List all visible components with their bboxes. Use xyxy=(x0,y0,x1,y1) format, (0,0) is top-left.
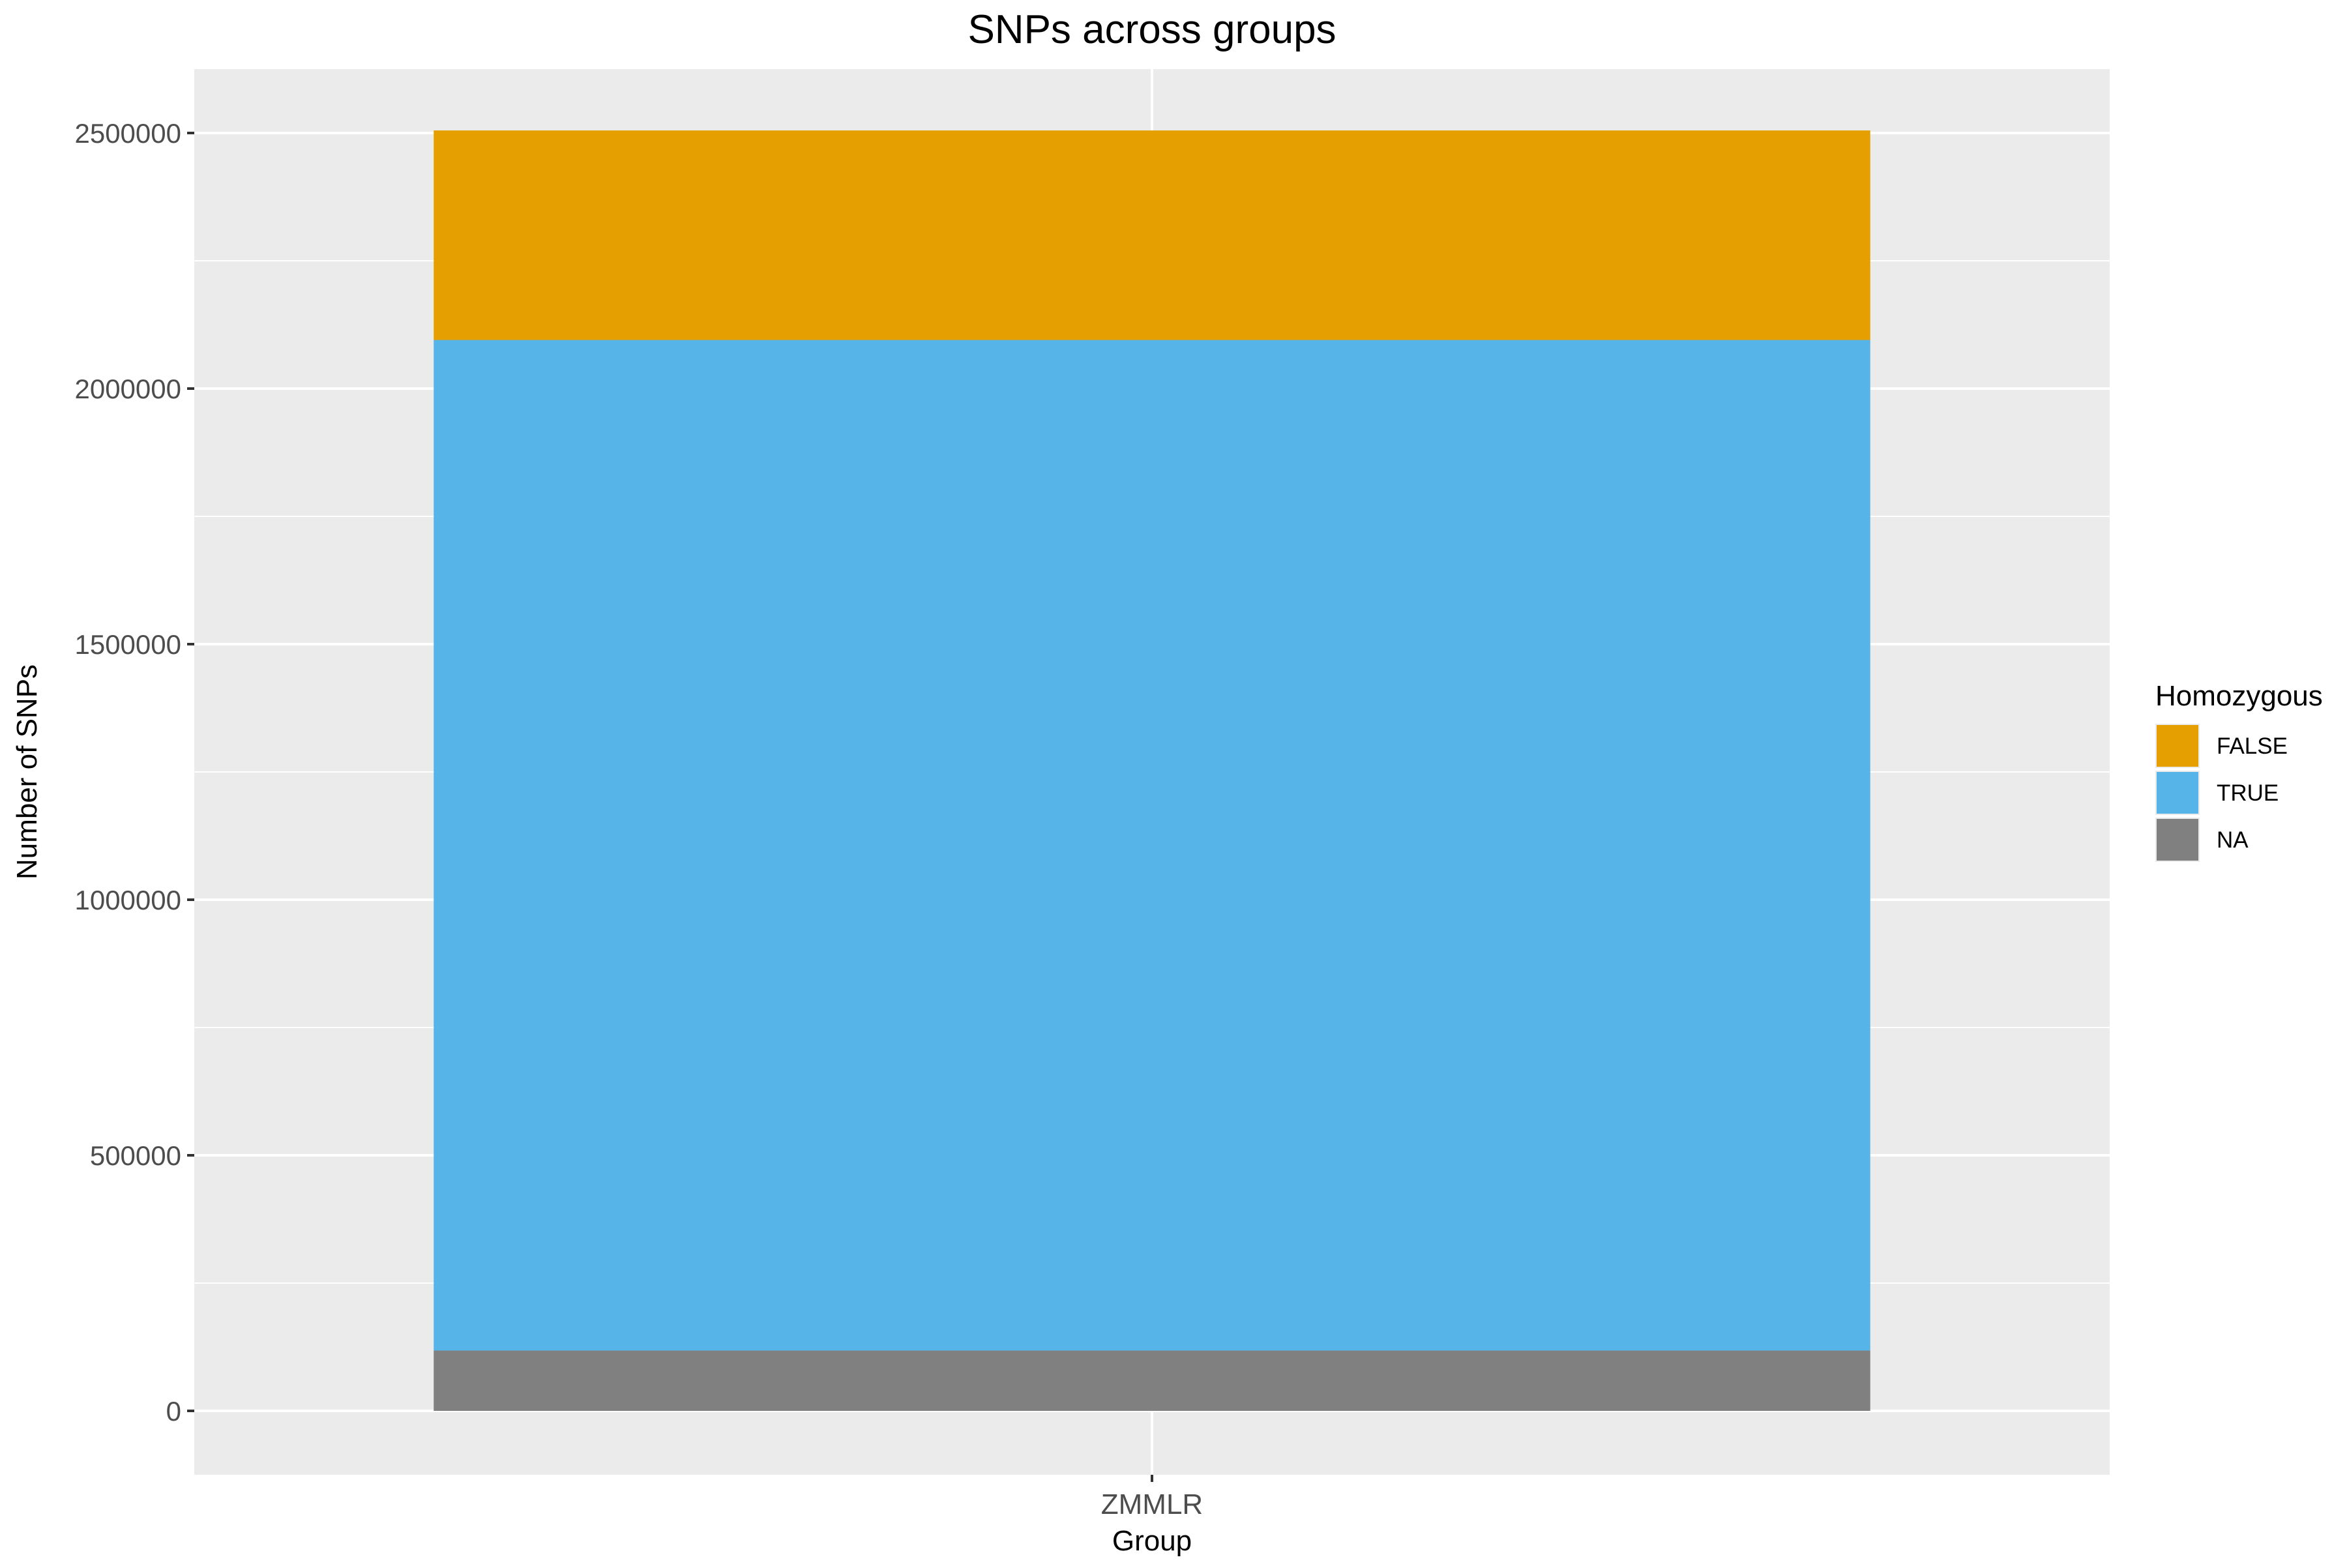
legend: Homozygous FALSE TRUE NA xyxy=(2155,680,2323,862)
bar-segment-na xyxy=(434,1350,1870,1411)
y-tick-label: 2500000 xyxy=(74,118,181,149)
legend-swatch-true xyxy=(2157,772,2198,814)
bar-segment-true xyxy=(434,340,1870,1351)
y-tick-label: 1500000 xyxy=(74,629,181,660)
legend-title: Homozygous xyxy=(2155,680,2323,712)
legend-label-true: TRUE xyxy=(2217,780,2279,806)
legend-label-na: NA xyxy=(2217,827,2249,853)
y-tick-label: 0 xyxy=(166,1396,181,1427)
legend-label-false: FALSE xyxy=(2217,733,2288,759)
y-axis-title: Number of SNPs xyxy=(11,664,43,880)
axes: 0 500000 1000000 1500000 2000000 2500000 ZMMLR xyxy=(74,118,1203,1520)
bars xyxy=(434,130,1870,1411)
y-tick-label: 2000000 xyxy=(74,374,181,404)
legend-items: FALSE TRUE NA xyxy=(2155,724,2288,862)
chart-title: SNPs across groups xyxy=(967,7,1336,52)
x-axis-title: Group xyxy=(1112,1525,1192,1557)
x-tick-label: ZMMLR xyxy=(1101,1488,1203,1520)
legend-swatch-false xyxy=(2157,725,2198,767)
y-tick-label: 500000 xyxy=(90,1140,181,1171)
bar-segment-false xyxy=(434,130,1870,340)
legend-swatch-na xyxy=(2157,819,2198,861)
y-tick-label: 1000000 xyxy=(74,885,181,915)
